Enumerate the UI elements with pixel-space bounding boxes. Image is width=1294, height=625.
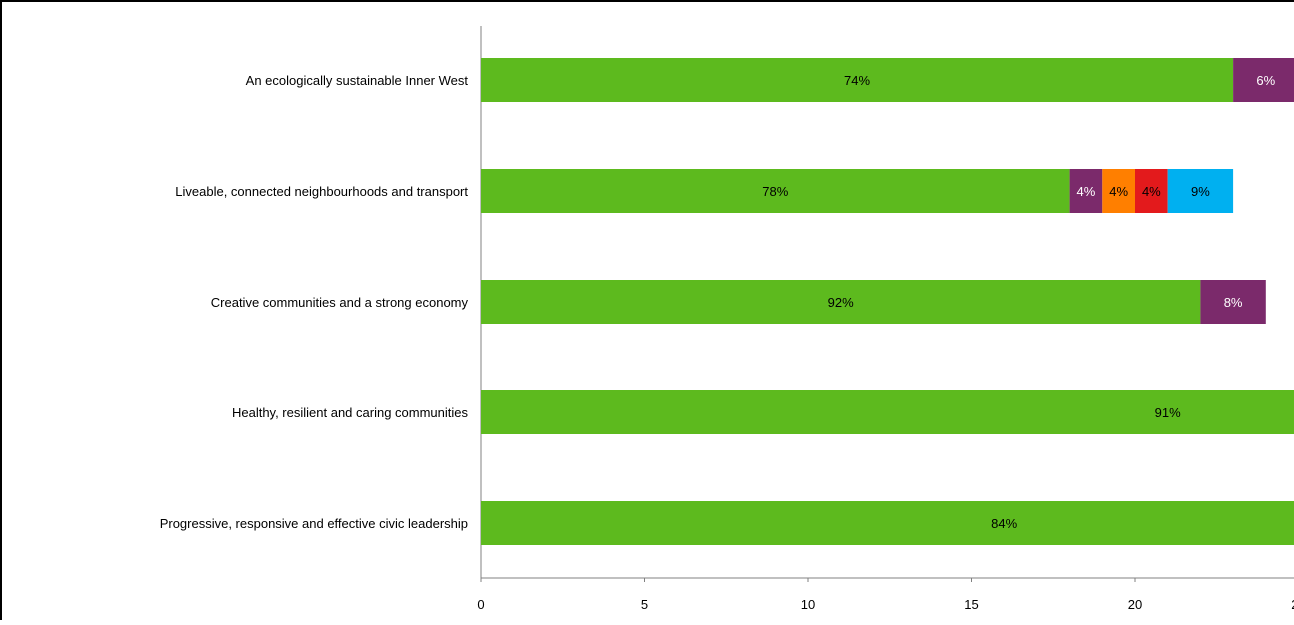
category-label: Creative communities and a strong econom… (211, 295, 469, 310)
bar-segment (481, 501, 1294, 545)
category-label: Healthy, resilient and caring communitie… (232, 405, 469, 420)
x-tick-label: 5 (641, 597, 648, 612)
data-label: 92% (828, 295, 854, 310)
data-label: 4% (1077, 184, 1096, 199)
data-label: 78% (762, 184, 788, 199)
x-tick-label: 15 (964, 597, 978, 612)
category-label: Liveable, connected neighbourhoods and t… (175, 184, 468, 199)
bar-segment (481, 58, 1234, 102)
bar-segment (481, 390, 1294, 434)
x-tick-label: 10 (801, 597, 815, 612)
data-label: 84% (991, 516, 1017, 531)
data-label: 74% (844, 73, 870, 88)
data-label: 4% (1109, 184, 1128, 199)
category-label: An ecologically sustainable Inner West (246, 73, 469, 88)
bar-segment (1102, 169, 1135, 213)
bar-segment (1233, 58, 1294, 102)
x-tick-label: 20 (1128, 597, 1142, 612)
data-label: 4% (1142, 184, 1161, 199)
bar-segment (1135, 169, 1168, 213)
bar-segment (1200, 280, 1266, 324)
bar-segment (481, 169, 1070, 213)
x-tick-label: 0 (477, 597, 484, 612)
bar-segment (1167, 169, 1234, 213)
x-tick-label: 25 (1291, 597, 1294, 612)
category-label: Progressive, responsive and effective ci… (160, 516, 468, 531)
data-label: 9% (1191, 184, 1210, 199)
data-label: 8% (1224, 295, 1243, 310)
bar-segment (1069, 169, 1103, 213)
bar-segment (481, 280, 1201, 324)
data-label: 91% (1155, 405, 1181, 420)
data-label: 6% (1256, 73, 1275, 88)
